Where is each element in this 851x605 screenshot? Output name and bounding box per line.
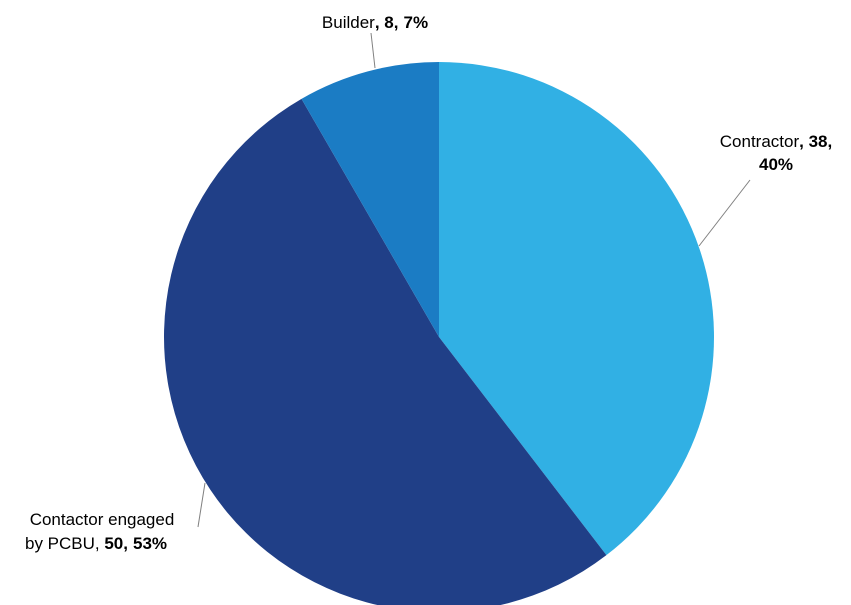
data-label-builder-name: Builder: [322, 13, 375, 32]
data-label-pcbu-line1: Contactor engaged: [30, 510, 175, 529]
data-label-builder-percent: 7%: [403, 13, 428, 32]
pie-slice-contractor: [439, 62, 714, 556]
data-label-pcbu-line2: by PCBU,: [25, 534, 104, 553]
data-label-contractor: Contractor, 38,: [720, 132, 832, 151]
leader-line-contractor: [698, 179, 751, 247]
data-label-contractor-sep: ,: [799, 132, 808, 151]
data-label-pcbu-value: 50,: [104, 534, 128, 553]
data-label-pcbu-percent: 53%: [133, 534, 167, 553]
data-label-builder: Builder, 8, 7%: [322, 13, 428, 32]
pie-slices: [164, 62, 714, 605]
data-label-contractor-name: Contractor: [720, 132, 800, 151]
pie-slice-contactor-engaged-by-pcbu: [164, 98, 607, 605]
data-label-pcbu: by PCBU, 50, 53%: [25, 534, 167, 553]
leader-line-builder: [370, 32, 376, 69]
data-label-contractor-percent: 40%: [759, 155, 793, 174]
data-label-builder-value: 8,: [384, 13, 398, 32]
data-label-contractor-value: 38,: [809, 132, 833, 151]
pie-slice-builder: [301, 62, 439, 337]
data-label-builder-sep: ,: [375, 13, 384, 32]
leader-line-pcbu: [197, 482, 206, 528]
